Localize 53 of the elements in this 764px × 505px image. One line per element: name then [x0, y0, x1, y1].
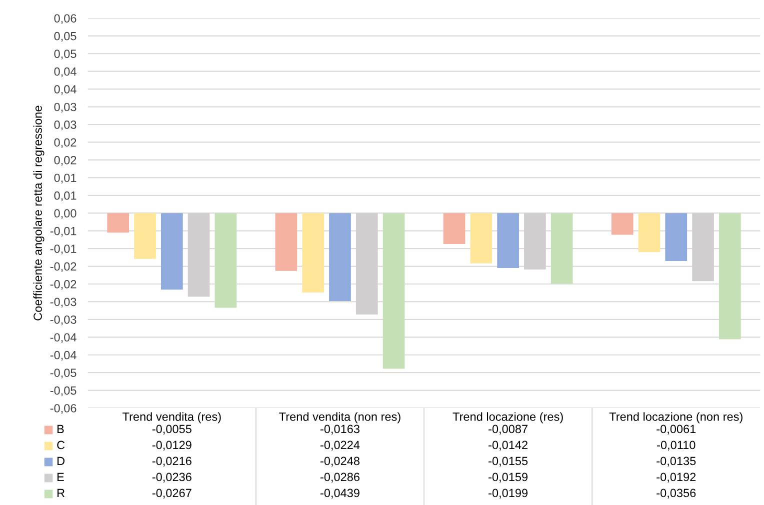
y-tick-label: -0,02 — [50, 262, 76, 272]
legend-label: B — [58, 424, 64, 434]
data-label: -0,0135 — [656, 456, 696, 467]
y-tick-label: 0,02 — [54, 156, 76, 166]
y-tick-label: 0,03 — [54, 120, 76, 130]
y-tick-label: 0,01 — [54, 191, 76, 202]
y-tick-label: 0,01 — [54, 174, 76, 184]
data-label: -0,0163 — [320, 424, 360, 435]
x-tick-label: Trend vendita (non res) — [279, 412, 400, 424]
legend-label: R — [58, 488, 65, 498]
data-label: -0,0192 — [656, 472, 696, 483]
data-label: -0,0267 — [152, 488, 192, 499]
y-tick-label: 0,03 — [54, 102, 76, 113]
y-axis-title: Coefficiente angolare retta di regressione — [33, 106, 44, 320]
y-tick-label: -0,03 — [50, 315, 76, 326]
y-tick-label: -0,02 — [50, 280, 76, 290]
x-tick-label: Trend locazione (res) — [452, 412, 563, 424]
data-label: -0,0155 — [488, 456, 528, 467]
y-tick-label: 0,06 — [54, 14, 76, 24]
data-label: -0,0224 — [320, 440, 360, 451]
data-label: -0,0248 — [320, 456, 360, 467]
data-label: -0,0159 — [488, 472, 528, 483]
data-label: -0,0216 — [152, 456, 192, 467]
x-tick-label: Trend vendita (res) — [122, 412, 221, 424]
data-label: -0,0236 — [152, 472, 192, 483]
x-tick-label: Trend locazione (non res) — [609, 412, 742, 424]
data-label: -0,0286 — [320, 472, 360, 483]
y-tick-label: -0,06 — [50, 404, 76, 414]
data-label: -0,0356 — [656, 488, 696, 499]
data-label: -0,0061 — [656, 424, 696, 435]
data-label: -0,0087 — [488, 424, 528, 435]
data-label: -0,0439 — [320, 488, 360, 499]
y-tick-label: -0,03 — [50, 298, 76, 308]
y-tick-label: -0,01 — [50, 244, 76, 254]
y-tick-label: 0,04 — [54, 67, 76, 78]
data-label: -0,0129 — [152, 440, 192, 451]
y-tick-label: 0,00 — [54, 209, 76, 219]
data-label: -0,0110 — [657, 440, 696, 451]
y-tick-label: -0,04 — [50, 350, 76, 361]
y-tick-label: -0,05 — [50, 368, 76, 378]
data-label: -0,0142 — [488, 440, 528, 451]
legend-label: E — [58, 472, 64, 482]
data-label: -0,0055 — [152, 424, 192, 435]
legend-label: D — [58, 456, 64, 466]
y-tick-label: 0,02 — [54, 138, 76, 148]
y-tick-label: -0,05 — [50, 386, 76, 396]
y-tick-label: -0,04 — [50, 333, 76, 343]
y-tick-label: -0,01 — [50, 226, 76, 237]
data-label: -0,0199 — [488, 488, 528, 499]
y-tick-label: 0,04 — [54, 85, 76, 95]
legend-label: C — [57, 440, 65, 450]
y-tick-label: 0,05 — [54, 50, 76, 60]
y-tick-label: 0,05 — [54, 32, 76, 42]
